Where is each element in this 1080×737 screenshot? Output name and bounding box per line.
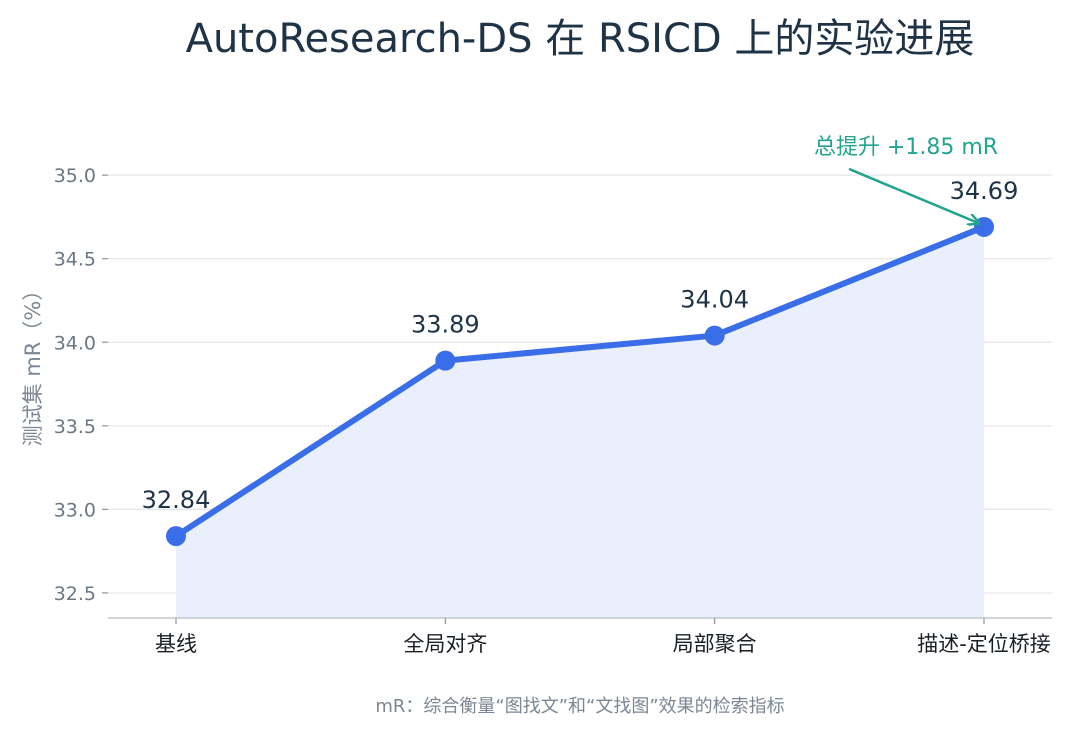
y-axis-label: 测试集 mR（%）: [21, 280, 45, 447]
data-label: 33.89: [411, 311, 480, 339]
annotation-text: 总提升 +1.85 mR: [814, 135, 998, 160]
y-tick-label: 34.5: [54, 249, 96, 271]
data-label: 32.84: [142, 486, 211, 514]
data-label: 34.69: [950, 177, 1019, 205]
area-fill: [176, 226, 984, 618]
data-label: 34.04: [680, 286, 749, 314]
data-point: [166, 526, 186, 547]
x-tick-label: 基线: [155, 632, 197, 656]
x-ticks: 基线 全局对齐 局部聚合 描述-定位桥接: [155, 618, 1051, 656]
data-point: [974, 216, 994, 237]
footnote: mR：综合衡量“图找文”和“文找图”效果的检索指标: [375, 696, 784, 717]
annotation-arrow: [848, 167, 978, 223]
annotation: 总提升 +1.85 mR: [814, 135, 998, 223]
series: [166, 216, 994, 547]
area-fill-path: [176, 226, 984, 618]
y-ticks: 32.5 33.0 33.5 34.0 34.5 35.0: [54, 165, 108, 605]
x-tick-label: 局部聚合: [673, 632, 757, 656]
data-point: [435, 350, 456, 371]
x-tick-label: 描述-定位桥接: [917, 632, 1051, 656]
y-tick-label: 34.0: [54, 332, 96, 354]
series-line: [173, 223, 987, 540]
y-tick-label: 32.5: [54, 583, 96, 605]
y-tick-label: 33.5: [54, 416, 96, 438]
y-tick-label: 35.0: [54, 165, 96, 187]
data-point: [704, 325, 725, 346]
data-labels: 32.84 33.89 34.04 34.69: [142, 177, 1019, 514]
y-tick-label: 33.0: [54, 499, 96, 521]
x-tick-label: 全局对齐: [403, 632, 487, 656]
chart-title: AutoResearch-DS 在 RSICD 上的实验进展: [186, 16, 975, 62]
